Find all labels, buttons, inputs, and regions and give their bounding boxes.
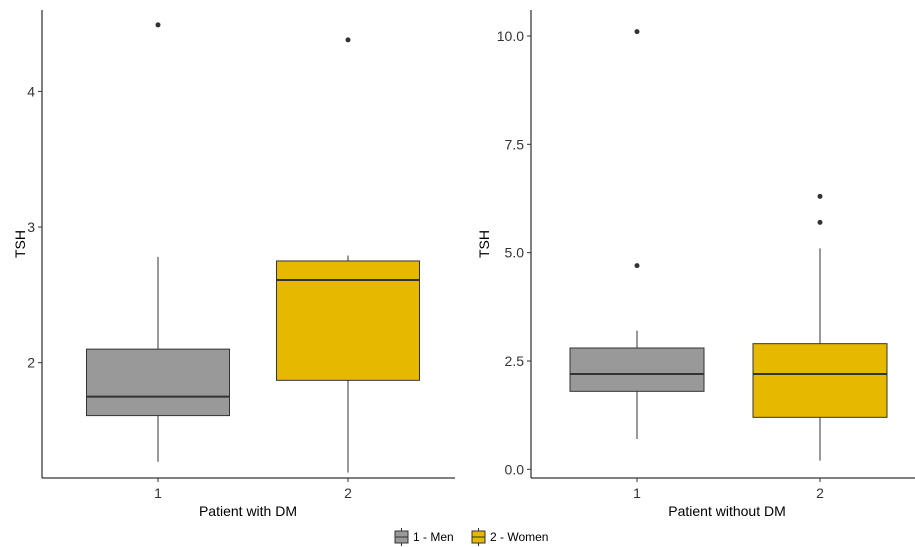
x-tick-label: 1	[154, 485, 162, 501]
box-body	[86, 348, 230, 417]
legend-label: 1 - Men	[413, 530, 454, 544]
y-tick-label: 7.5	[505, 136, 525, 152]
y-tick-label: 4	[27, 83, 35, 99]
outlier-point	[634, 263, 640, 269]
outlier-point	[155, 22, 161, 28]
legend: 1 - Men 2 - Women	[394, 528, 548, 546]
y-tick-label: 2.5	[505, 353, 525, 369]
y-tick-label: 5.0	[505, 245, 525, 261]
x-axis-title: Patient with DM	[199, 503, 297, 519]
y-tick-label: 10.0	[497, 28, 524, 44]
legend-label: 2 - Women	[490, 530, 548, 544]
legend-item-men: 1 - Men	[394, 528, 454, 546]
x-tick-label: 2	[344, 485, 352, 501]
box-body	[276, 260, 420, 381]
y-axis-title: TSH	[12, 230, 28, 258]
x-tick-label: 1	[633, 485, 641, 501]
box-men	[86, 22, 230, 462]
panel-patient-with-dm: 2 3 4 1 2 Patient with DM TSH	[12, 10, 455, 519]
box-body	[569, 347, 705, 392]
y-axis-title: TSH	[476, 230, 492, 258]
outlier-point	[634, 29, 640, 35]
legend-item-women: 2 - Women	[471, 528, 548, 546]
outlier-point	[345, 37, 351, 43]
y-tick-label: 0.0	[505, 461, 525, 477]
box-women	[752, 193, 888, 461]
box-body	[752, 343, 888, 418]
panel-patient-without-dm: 0.0 2.5 5.0 7.5 10.0 1 2 Patient without DM TSH	[476, 10, 915, 519]
outlier-point	[817, 193, 823, 199]
box-women	[276, 37, 420, 473]
x-axis-title: Patient without DM	[668, 503, 786, 519]
x-tick-label: 2	[816, 485, 824, 501]
y-tick-label: 2	[27, 355, 35, 371]
y-tick-label: 3	[27, 219, 35, 235]
outlier-point	[817, 219, 823, 225]
box-men	[569, 29, 705, 439]
